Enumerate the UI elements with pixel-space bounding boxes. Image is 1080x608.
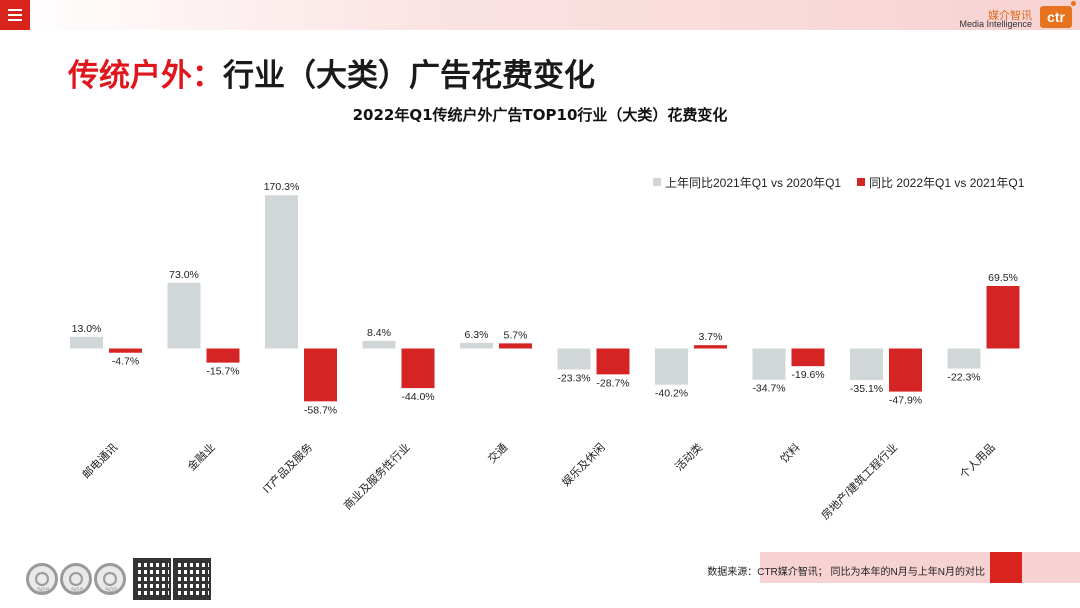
bar-series1 (167, 282, 201, 349)
certification-badge-icon (60, 563, 92, 595)
data-label: -22.3% (947, 372, 980, 384)
legend-label-series1: 上年同比2021年Q1 vs 2020年Q1 (665, 176, 841, 190)
data-label: 170.3% (264, 181, 300, 193)
category-label: 商业及服务性行业 (340, 440, 412, 512)
top-bar (0, 0, 1080, 30)
data-label: -34.7% (752, 383, 785, 395)
data-label: -23.3% (557, 372, 590, 384)
bar-series2 (596, 348, 630, 375)
data-label: -47.9% (889, 395, 922, 407)
page-title-main: 行业（大类）广告花费变化 (223, 58, 595, 94)
bar-series1 (557, 348, 591, 370)
data-label: -4.7% (112, 356, 139, 368)
menu-icon[interactable] (0, 0, 30, 30)
category-label: 个人用品 (957, 441, 997, 481)
data-label: 3.7% (699, 331, 723, 343)
page-title-red: 传统户外： (68, 58, 223, 94)
qr-code-icon (133, 558, 171, 600)
ctr-logo: ctr (1040, 6, 1072, 28)
bar-series1 (752, 348, 786, 380)
footer-band (760, 552, 1080, 583)
certification-badge-icon (94, 563, 126, 595)
data-label: -58.7% (304, 404, 337, 416)
category-label: 金融业 (184, 440, 217, 473)
category-label: 邮电通讯 (80, 441, 120, 481)
category-label: IT产品及服务 (259, 440, 315, 496)
certification-badge-icon (26, 563, 58, 595)
bar-series2 (694, 345, 727, 349)
data-label: 6.3% (465, 329, 489, 341)
badge-label: SGS (37, 588, 50, 594)
data-label: 8.4% (367, 327, 391, 339)
data-label: 69.5% (988, 272, 1018, 284)
footer-red-block (990, 552, 1022, 583)
bar-series2 (889, 348, 922, 392)
data-label: -40.2% (655, 388, 688, 400)
chart-title: 2022年Q1传统户外广告TOP10行业（大类）花费变化 (352, 106, 728, 124)
source-note: 数据来源：CTR媒介智讯； 同比为本年的N月与上年N月的对比 (707, 567, 985, 578)
bar-series2 (109, 348, 142, 353)
bar-series1 (265, 195, 298, 349)
badge-label: SGS (105, 588, 118, 594)
legend-swatch-series2 (857, 178, 865, 186)
category-label: 活动类 (672, 440, 705, 473)
data-label: -28.7% (596, 377, 629, 389)
bar-series1 (70, 336, 103, 349)
bar-series2 (206, 348, 240, 363)
bar-series2 (499, 343, 532, 349)
category-label: 饮料 (777, 440, 802, 465)
legend-swatch-series1 (653, 178, 661, 186)
data-label: -44.0% (401, 391, 434, 403)
data-label: -35.1% (850, 383, 883, 395)
bar-series2 (401, 348, 435, 389)
category-label: 娱乐及休闲 (559, 440, 608, 489)
data-label: 5.7% (504, 329, 528, 341)
logo-cn-text: 媒介智讯 (988, 10, 1032, 22)
bar-series2 (986, 285, 1020, 349)
data-label: 73.0% (169, 269, 199, 281)
bar-series1 (460, 342, 493, 349)
logo-registered-mark (1071, 1, 1076, 6)
data-label: -15.7% (206, 366, 239, 378)
data-label: -19.6% (791, 369, 824, 381)
bar-series2 (304, 348, 337, 402)
category-label: 房地产/建筑工程行业 (818, 440, 900, 522)
bar-series1 (362, 340, 396, 349)
category-label: 交通 (485, 440, 510, 465)
data-label: 13.0% (72, 323, 102, 335)
qr-code-icon (173, 558, 211, 600)
bar-series1 (655, 348, 688, 385)
badge-label: SGS (71, 588, 84, 594)
page-title: 传统户外：行业（大类）广告花费变化 (68, 50, 595, 95)
legend-label-series2: 同比 2022年Q1 vs 2021年Q1 (869, 176, 1025, 190)
logo-en-text: Media Intelligence (959, 19, 1032, 29)
bar-series2 (791, 348, 825, 367)
bar-series1 (850, 348, 883, 381)
bar-series1 (947, 348, 981, 369)
